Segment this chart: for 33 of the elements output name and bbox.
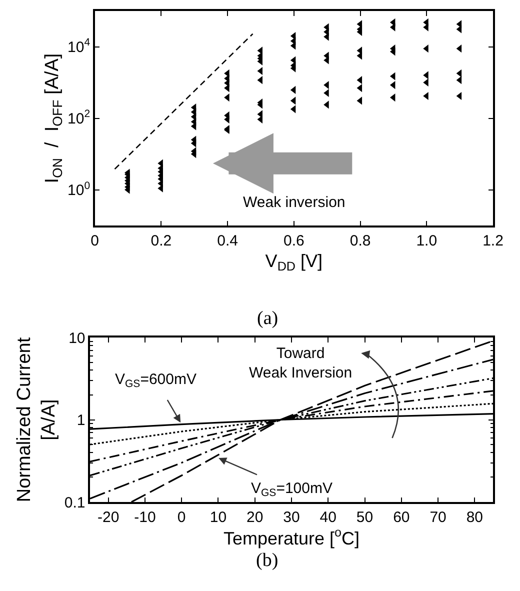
annotation: V$_{GS}$=100mV	[251, 480, 332, 500]
x-tick-label: 0	[90, 232, 100, 250]
y-tick-label: 0.1	[64, 494, 86, 512]
x-tick-label: 40	[320, 508, 336, 526]
x-tick-label: 80	[466, 508, 484, 526]
annotation: Toward Weak Inversion	[249, 345, 352, 382]
annotation: V$_{GS}$=600mV	[115, 371, 196, 390]
x-tick-label: 50	[356, 508, 374, 526]
x-tick-label: -20	[97, 508, 120, 526]
x-tick-label: -10	[134, 508, 156, 526]
y-tick-label: 10$^{2}$	[68, 108, 90, 128]
y-axis-title: Normalized Current [A/A]	[14, 336, 60, 502]
x-tick-label: 30	[283, 508, 300, 526]
y-tick-label: 10	[68, 330, 86, 347]
text: (b)	[256, 550, 278, 571]
x-tick-label: 70	[430, 508, 446, 526]
x-tick-label: 1.2	[482, 232, 504, 250]
annotation: Weak inversion	[243, 194, 346, 211]
x-tick-label: 1.0	[416, 232, 438, 250]
x-tick-label: 0.6	[283, 232, 304, 250]
x-axis-title: V$_{DD}$ [V]	[265, 250, 323, 274]
x-tick-label: 60	[393, 508, 410, 526]
y-tick-label: 10$^{0}$	[68, 180, 90, 200]
x-tick-label: 0.4	[217, 232, 238, 250]
y-tick-label: 10$^{4}$	[68, 36, 90, 56]
x-tick-label: 20	[246, 508, 264, 526]
y-tick-label: 1	[76, 412, 86, 430]
x-axis-title: Temperature [$^{o}$C]	[223, 526, 360, 548]
text: (a)	[257, 308, 278, 329]
x-tick-label: 0.2	[150, 232, 172, 250]
x-tick-label: 0	[177, 508, 186, 526]
x-tick-label: 0.8	[350, 232, 371, 250]
x-tick-label: 10	[210, 508, 227, 526]
